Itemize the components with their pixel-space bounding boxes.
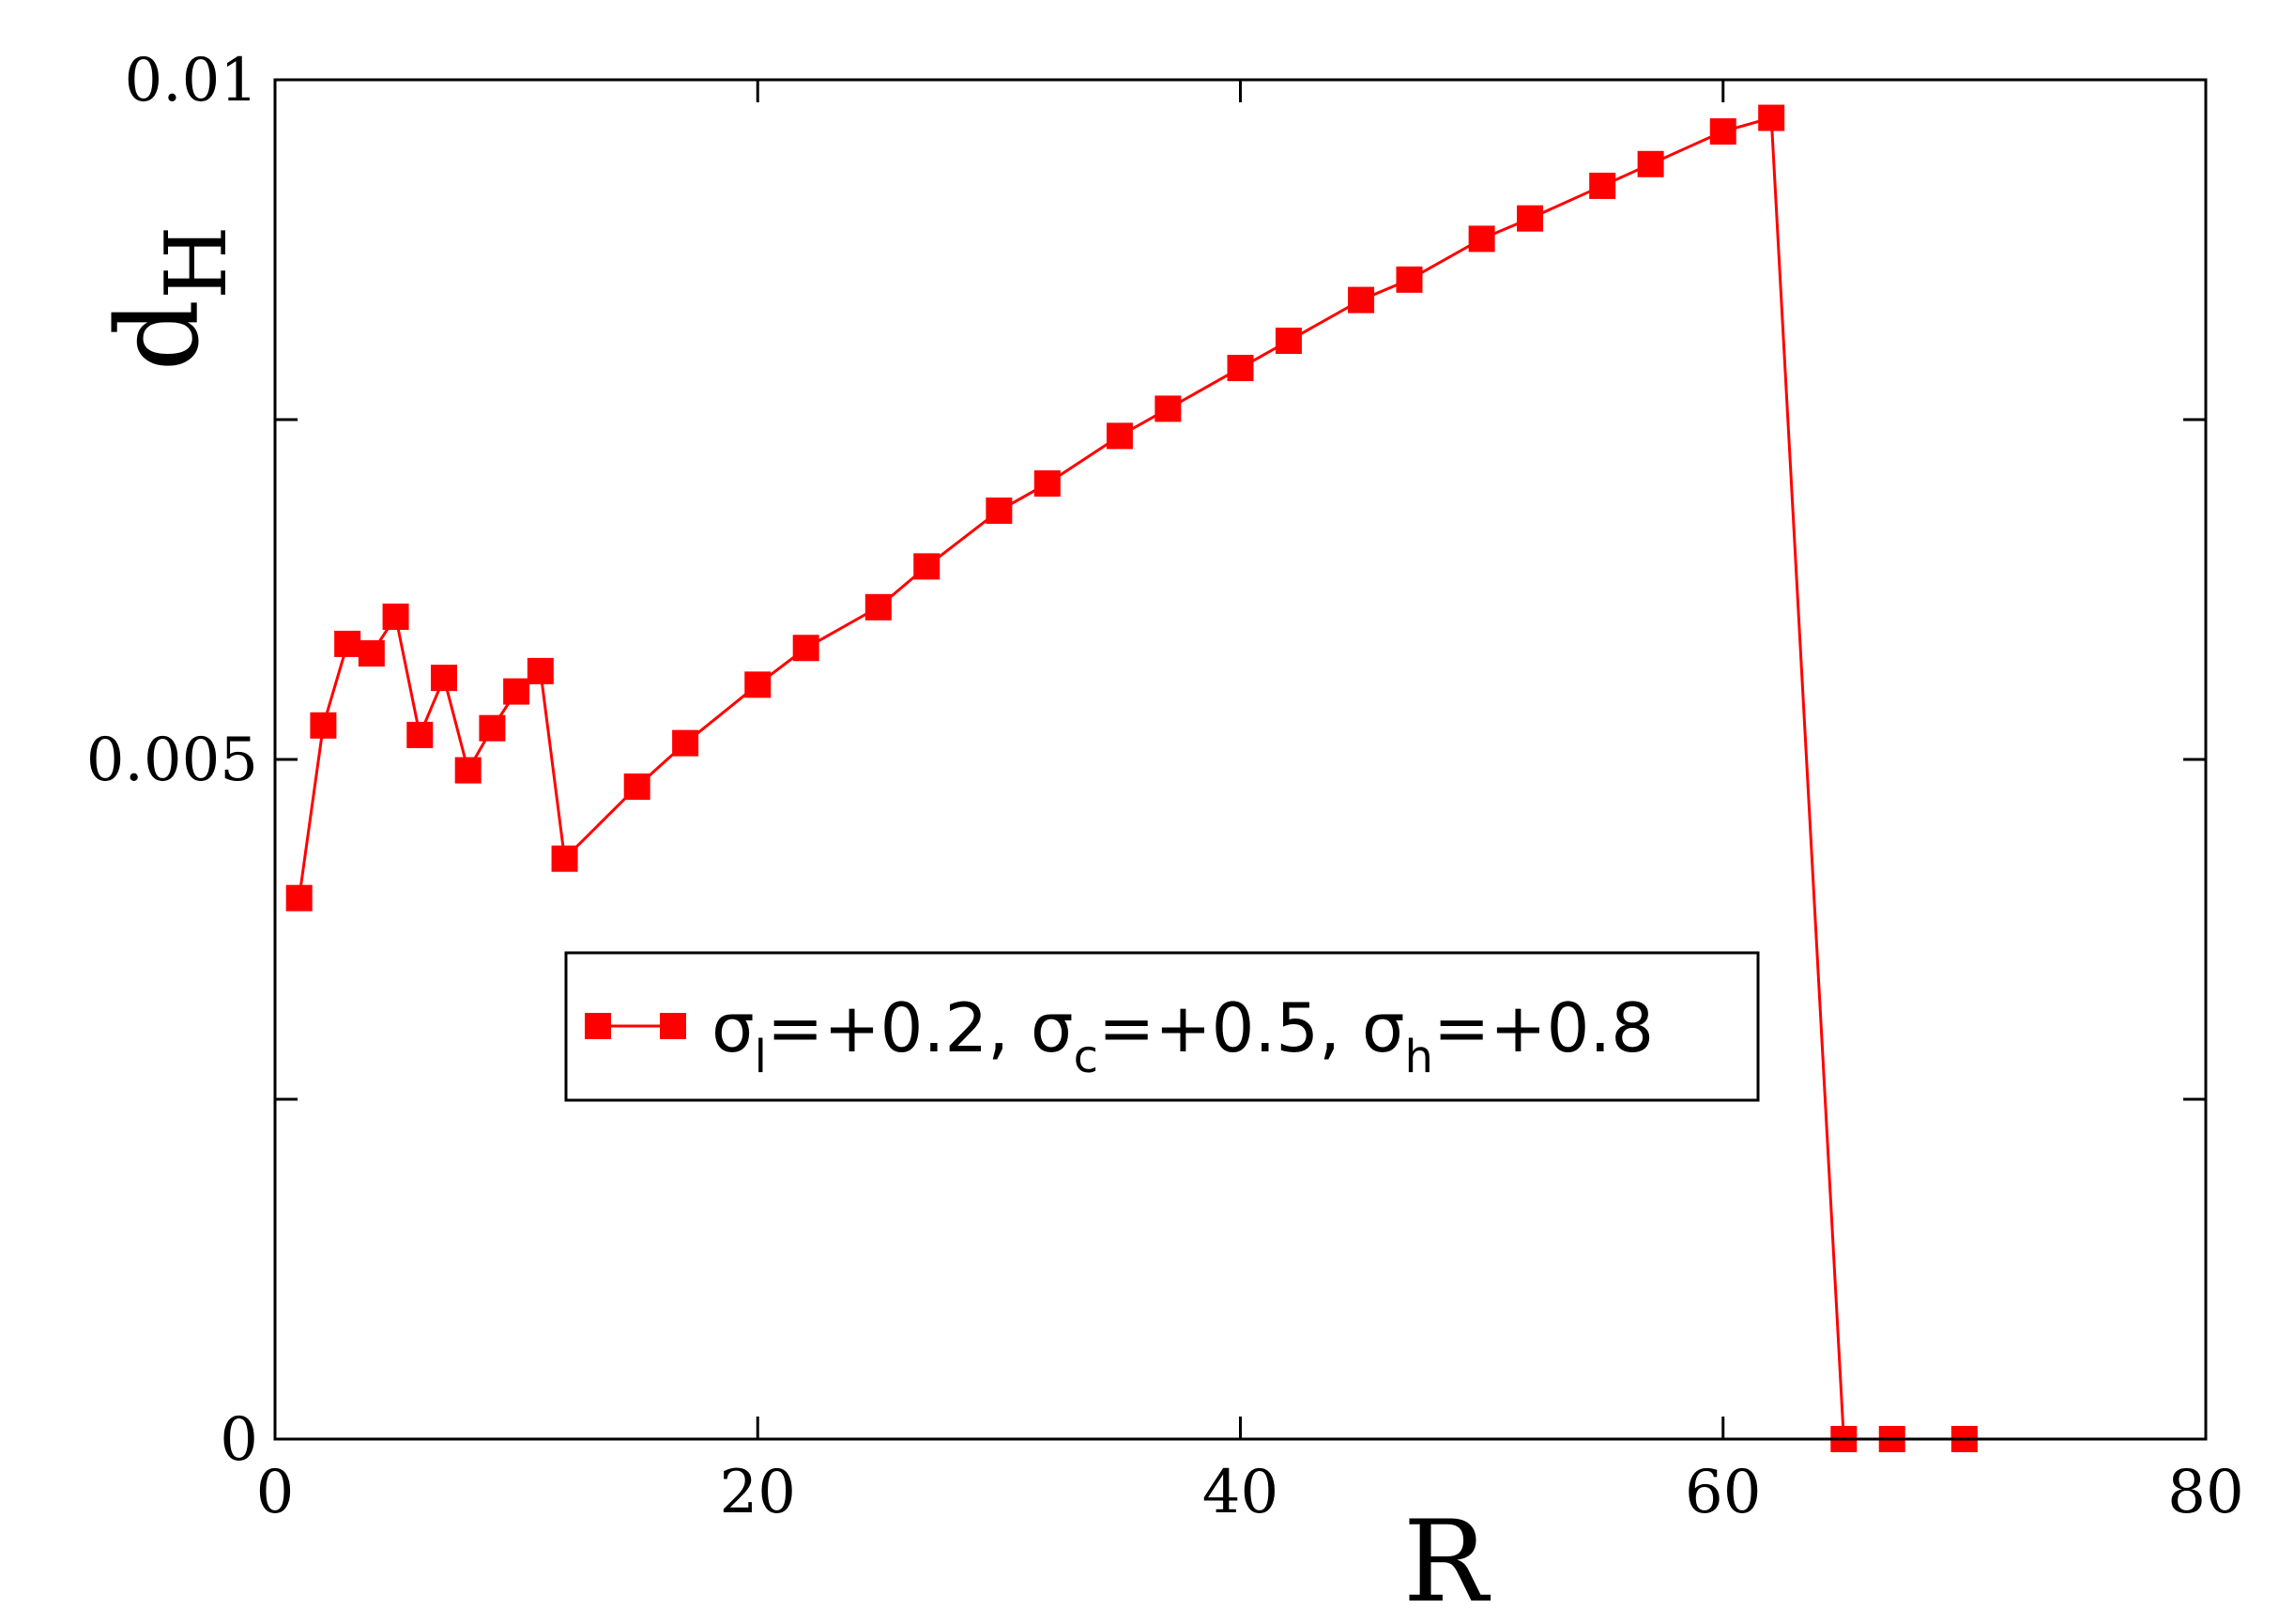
data-point bbox=[551, 845, 578, 872]
legend-label: σl=+0.2, σc=+0.5, σh=+0.8 bbox=[711, 988, 1654, 1083]
x-tick-label: 40 bbox=[1202, 1458, 1278, 1527]
data-point bbox=[310, 712, 337, 739]
data-point bbox=[1637, 150, 1664, 177]
data-point bbox=[864, 593, 892, 620]
data-point bbox=[382, 603, 409, 630]
data-point bbox=[1275, 328, 1302, 355]
data-series bbox=[285, 104, 1978, 1452]
data-point bbox=[334, 630, 361, 657]
x-tick-label: 60 bbox=[1685, 1458, 1761, 1527]
data-point bbox=[430, 665, 457, 692]
y-axis-label-main: d bbox=[94, 299, 224, 372]
legend-value-h: =+0.8 bbox=[1433, 988, 1654, 1067]
data-point bbox=[1033, 470, 1061, 498]
y-axis-label: dH bbox=[94, 225, 246, 371]
x-axis-label-text: R bbox=[1403, 1497, 1491, 1624]
data-point bbox=[358, 640, 385, 667]
legend-sigma-l: σ bbox=[711, 988, 755, 1067]
data-point bbox=[986, 498, 1013, 525]
data-point bbox=[503, 678, 530, 705]
data-point bbox=[744, 671, 772, 698]
data-point bbox=[1396, 266, 1423, 293]
data-point bbox=[623, 773, 650, 800]
data-point bbox=[672, 729, 699, 757]
legend-sigma-h: σ bbox=[1362, 988, 1405, 1067]
series-line bbox=[298, 115, 1965, 1441]
data-point bbox=[1468, 225, 1495, 253]
y-axis-label-sub: H bbox=[147, 225, 246, 299]
data-point bbox=[1709, 118, 1736, 146]
legend-sub-h: h bbox=[1405, 1031, 1433, 1083]
data-point bbox=[285, 884, 313, 912]
y-tick-label: 0.005 bbox=[86, 726, 258, 795]
y-tick-label: 0 bbox=[220, 1405, 258, 1475]
axis-ticks bbox=[273, 78, 2208, 1441]
data-point bbox=[913, 553, 941, 580]
data-point bbox=[1227, 354, 1254, 381]
plot-frame bbox=[273, 78, 2208, 1441]
data-point bbox=[1348, 286, 1375, 314]
legend-sub-l: l bbox=[755, 1031, 767, 1083]
data-point bbox=[479, 714, 506, 742]
data-point bbox=[1155, 395, 1182, 422]
y-tick-label: 0.01 bbox=[125, 46, 259, 115]
legend-value-l: =+0.2, bbox=[767, 988, 1031, 1067]
data-point bbox=[406, 721, 434, 748]
x-tick-label: 0 bbox=[256, 1458, 295, 1527]
data-point bbox=[1517, 205, 1544, 232]
svg-text:dH: dH bbox=[94, 225, 246, 371]
data-point bbox=[454, 757, 482, 784]
legend-marker bbox=[585, 1013, 611, 1039]
data-point bbox=[527, 657, 554, 684]
x-tick-label: 20 bbox=[720, 1458, 796, 1527]
data-point bbox=[792, 635, 819, 662]
legend-sigma-c: σ bbox=[1031, 988, 1074, 1067]
data-point bbox=[1106, 422, 1133, 450]
legend-marker bbox=[660, 1013, 686, 1039]
data-point bbox=[1758, 104, 1785, 131]
x-axis-label: R bbox=[1403, 1497, 1491, 1624]
legend: σl=+0.2, σc=+0.5, σh=+0.8 bbox=[564, 951, 1760, 1102]
legend-box bbox=[564, 951, 1760, 1102]
x-tick-label: 80 bbox=[2167, 1458, 2243, 1527]
legend-sub-c: c bbox=[1074, 1031, 1098, 1083]
data-point bbox=[1589, 172, 1616, 199]
axis-tick-labels: 0 20 40 60 80 0 0.005 0.01 bbox=[86, 46, 2244, 1527]
legend-value-c: =+0.5, bbox=[1098, 988, 1362, 1067]
